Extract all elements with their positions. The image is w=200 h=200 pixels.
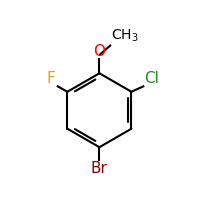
Text: O: O: [93, 44, 105, 59]
Text: F: F: [47, 71, 56, 86]
Text: CH$_3$: CH$_3$: [111, 28, 139, 44]
Text: Br: Br: [91, 161, 108, 176]
Text: Cl: Cl: [144, 71, 159, 86]
